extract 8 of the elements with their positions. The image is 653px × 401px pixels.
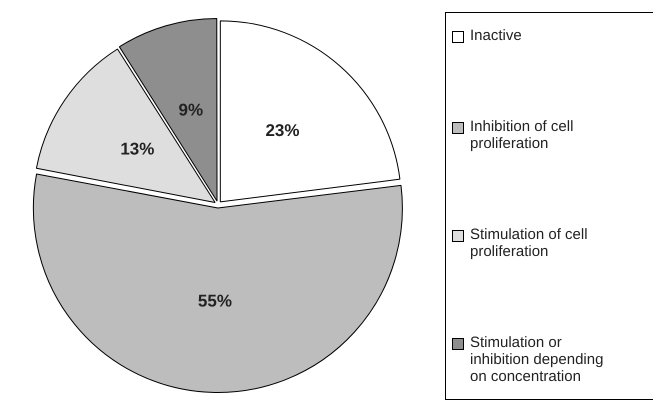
data-label: 55%: [198, 292, 232, 311]
data-label: 9%: [178, 100, 204, 120]
data-label: 23%: [265, 121, 300, 140]
legend-label: Stimulation of cell proliferation: [470, 226, 589, 260]
legend-label: Inhibition of cell proliferation: [470, 118, 574, 152]
legend-label: Inactive: [470, 27, 523, 44]
legend-label: Stimulation or inhibition depending on concentration: [470, 334, 604, 385]
data-label: 13%: [120, 139, 154, 158]
